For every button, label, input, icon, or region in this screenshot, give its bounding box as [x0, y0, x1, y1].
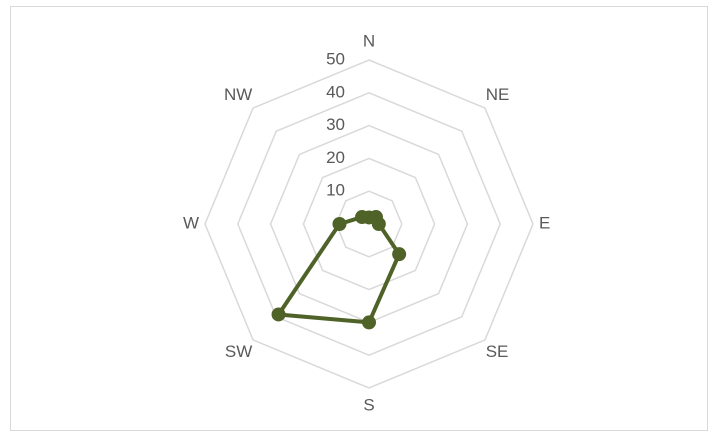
axis-tick-label: 30 [326, 115, 345, 134]
data-point [362, 315, 376, 330]
grid-ring [302, 157, 436, 291]
axis-tick-label: 10 [326, 181, 345, 200]
data-point [371, 217, 386, 231]
category-label: S [363, 395, 374, 414]
data-point [392, 247, 407, 262]
grid-ring [204, 59, 534, 389]
category-label: N [363, 31, 375, 50]
data-point [332, 217, 347, 231]
grid-ring [236, 91, 502, 357]
axis-tick-label: 50 [326, 49, 345, 68]
category-label: SE [486, 342, 509, 361]
axis-tick-label: 20 [326, 148, 345, 167]
grid-ring [335, 190, 403, 258]
category-label: E [539, 213, 550, 232]
data-point [271, 307, 286, 322]
category-label: NE [486, 85, 510, 104]
category-label: NW [224, 85, 252, 104]
data-point [355, 210, 370, 225]
category-label: W [183, 213, 199, 232]
category-label: SW [225, 342, 252, 361]
axis-tick-label: 40 [326, 82, 345, 101]
